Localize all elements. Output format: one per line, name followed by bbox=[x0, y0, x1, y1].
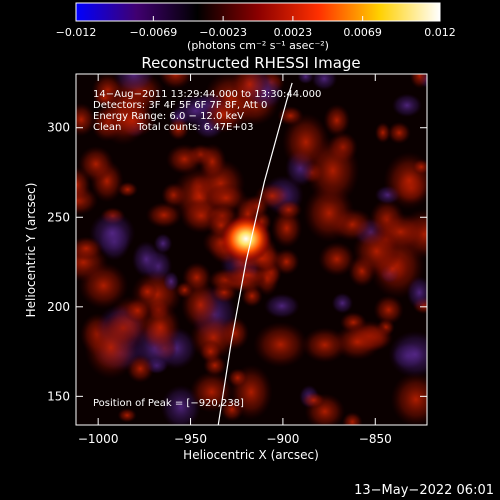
heatmap-cell bbox=[167, 117, 190, 141]
heatmap-cell bbox=[107, 103, 157, 138]
y-axis-label: Heliocentric Y (arcsec) bbox=[24, 183, 38, 318]
annotation-energy-range: Energy Range: 6.0 − 12.0 keV bbox=[93, 111, 244, 122]
heatmap-cell bbox=[123, 297, 152, 324]
heatmap-cell bbox=[199, 339, 222, 364]
heatmap-cell bbox=[391, 93, 423, 118]
heatmap-cell bbox=[163, 271, 180, 292]
heatmap-cell bbox=[223, 265, 271, 286]
y-axis-ticks: 150 200 250 300 bbox=[47, 121, 427, 403]
heatmap-cell bbox=[412, 158, 427, 175]
heatmap-cell bbox=[323, 103, 351, 137]
colorbar bbox=[75, 2, 441, 22]
heatmap-cell bbox=[76, 236, 104, 261]
colorbar-tick-label: −0.012 bbox=[56, 26, 97, 39]
heatmap-cell bbox=[189, 371, 234, 413]
y-tick-label: 250 bbox=[47, 210, 70, 224]
x-axis-ticks: −1000 −950 −900 −850 bbox=[78, 74, 392, 446]
plot-frame bbox=[75, 73, 428, 426]
heatmap-cell bbox=[253, 321, 308, 368]
colorbar-tick-label: −0.0023 bbox=[199, 26, 247, 39]
heatmap-cell bbox=[301, 327, 348, 363]
heatmap-cell bbox=[311, 74, 338, 91]
x-tick-label: −1000 bbox=[78, 432, 119, 446]
render-timestamp: 13−May−2022 06:01 bbox=[354, 483, 494, 498]
heatmap-cell bbox=[153, 233, 173, 254]
heatmap-cell bbox=[131, 240, 161, 278]
heatmap-cell bbox=[230, 74, 269, 106]
colorbar-tick-label: 0.012 bbox=[424, 26, 456, 39]
heatmap-cell bbox=[227, 368, 248, 388]
colorbar-units-label: (photons cm⁻² s⁻¹ asec⁻²) bbox=[187, 39, 329, 52]
heatmap-cell bbox=[387, 121, 411, 144]
heatmap-cell bbox=[409, 74, 427, 89]
x-tick-label: −900 bbox=[266, 432, 299, 446]
y-tick-label: 200 bbox=[47, 300, 70, 314]
heatmap-cell bbox=[331, 292, 354, 314]
heatmap-cell bbox=[117, 408, 137, 423]
heatmap-cell bbox=[117, 181, 138, 198]
heatmap-image bbox=[76, 74, 427, 425]
x-tick-label: −850 bbox=[359, 432, 392, 446]
x-tick-label: −950 bbox=[174, 432, 207, 446]
heatmap-cell bbox=[297, 74, 315, 85]
heatmap-cell bbox=[198, 143, 227, 180]
heatmap-cell bbox=[203, 95, 243, 134]
heatmap-cell bbox=[181, 262, 212, 293]
heatmap-cell bbox=[390, 372, 427, 425]
heatmap-cell bbox=[137, 281, 158, 302]
heatmap-cell bbox=[76, 102, 96, 137]
heatmap-cell bbox=[158, 74, 193, 90]
heatmap-cell bbox=[301, 391, 326, 409]
heatmap-cell bbox=[264, 293, 300, 319]
peak-position-label: Position of Peak = [−920,238] bbox=[93, 398, 244, 409]
y-tick-label: 150 bbox=[47, 389, 70, 403]
heatmap-cell bbox=[318, 241, 356, 277]
heatmap-cell bbox=[373, 295, 404, 325]
annotation-time-range: 14−Aug−2011 13:29:44.000 to 13:30:44.000 bbox=[93, 89, 321, 100]
colorbar-tick-label: 0.0069 bbox=[343, 26, 382, 39]
heatmap-cell bbox=[181, 280, 221, 330]
heatmap-cell bbox=[145, 202, 183, 229]
heatmap-cell bbox=[84, 315, 138, 380]
heatmap-cell bbox=[165, 143, 203, 175]
heatmap-cell bbox=[76, 166, 91, 204]
heatmap-cell bbox=[306, 136, 360, 205]
x-axis-label: Heliocentric X (arcsec) bbox=[183, 448, 319, 462]
heatmap-cell bbox=[374, 122, 391, 144]
heatmap-cell bbox=[388, 330, 427, 378]
heatmap-cell bbox=[406, 276, 427, 309]
colorbar-tick-label: −0.0069 bbox=[129, 26, 177, 39]
colorbar-ticks: −0.012 −0.0069 −0.0023 0.0023 0.0069 0.012 bbox=[56, 16, 456, 39]
annotation-clean-counts: Clean Total counts: 6.47E+03 bbox=[93, 122, 253, 133]
heatmap-cell bbox=[342, 412, 363, 425]
solar-limb-line bbox=[217, 82, 293, 425]
annotation-detectors: Detectors: 3F 4F 5F 6F 7F 8F, Att 0 bbox=[93, 100, 267, 111]
heatmap-cell bbox=[352, 226, 401, 277]
heatmap-cell bbox=[78, 262, 129, 310]
chart-title: Reconstructed RHESSI Image bbox=[141, 54, 360, 72]
colorbar-tick-label: 0.0023 bbox=[274, 26, 313, 39]
y-tick-label: 300 bbox=[47, 121, 70, 135]
peak-emission bbox=[219, 214, 272, 263]
